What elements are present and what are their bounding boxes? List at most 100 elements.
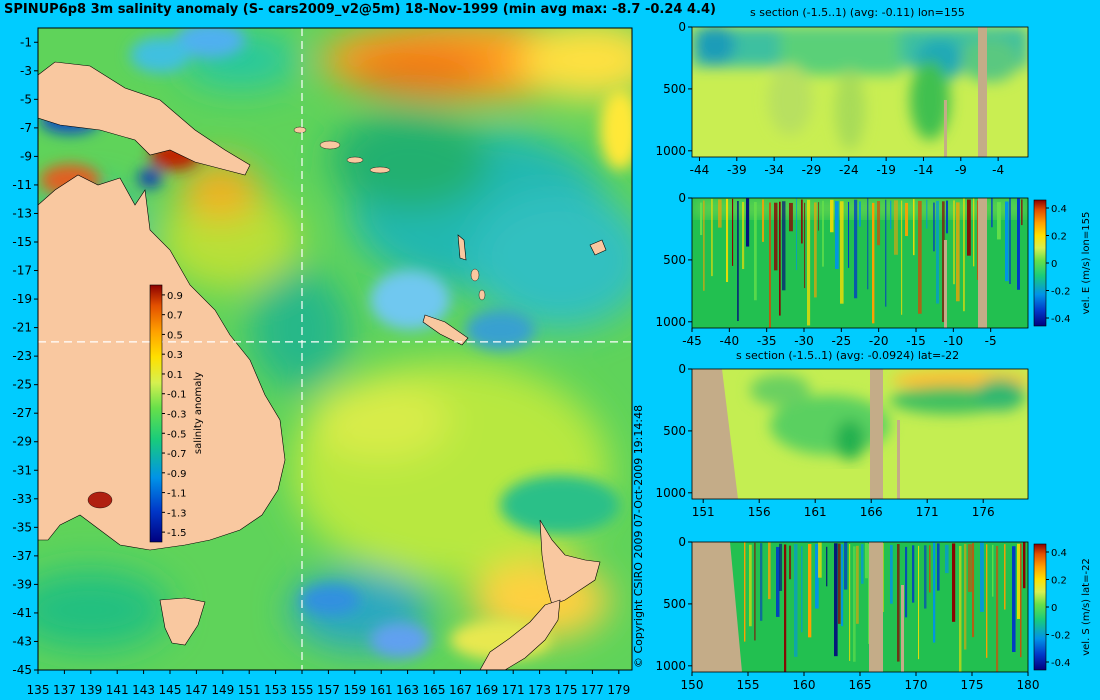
new-zealand-south-land: [479, 599, 561, 670]
section-y-tick-label: 1000: [655, 659, 686, 673]
velocity-stripe: [834, 543, 838, 657]
velocity-stripe: [937, 543, 940, 591]
velocity-stripe: [885, 199, 887, 307]
velocity-stripe: [936, 200, 939, 304]
map-x-tick-label: 147: [185, 683, 208, 697]
velocity-stripe: [1020, 543, 1022, 658]
velocity-stripe: [815, 543, 819, 609]
map-x-tick-label: 137: [53, 683, 76, 697]
velocity-stripe: [1017, 543, 1021, 619]
section-x-tick-label: -39: [727, 163, 747, 177]
velocity-stripe: [946, 200, 949, 234]
section-x-tick-label: -30: [794, 334, 814, 348]
section-x-tick-label: -15: [906, 334, 926, 348]
section-y-tick-label: 1000: [655, 486, 686, 500]
velocity-stripe: [835, 201, 839, 270]
section-x-tick-label: -14: [914, 163, 934, 177]
map-y-tick-label: -39: [12, 577, 32, 591]
velocity-stripe: [929, 545, 931, 593]
map-x-tick-label: 175: [555, 683, 578, 697]
map-colorbar-tick-label: -0.3: [167, 410, 187, 421]
velocity-stripe: [840, 201, 844, 304]
velocity-stripe: [776, 546, 780, 617]
velocity-stripe: [818, 202, 820, 231]
velocity-stripe: [779, 201, 781, 316]
map-colorbar-tick-label: -0.9: [167, 469, 187, 480]
velocity-stripe: [1009, 198, 1011, 285]
velocity-stripe: [700, 202, 703, 236]
map-x-tick-label: 167: [449, 683, 472, 697]
map-axes: 135 137 139 141 143 145 147 149 151 153 155 157 159 1…: [12, 35, 630, 697]
velocity-stripe: [963, 198, 965, 312]
section-lat22-title: s section (-1.5..1) (avg: -0.0924) lat=-…: [736, 349, 960, 362]
map-x-tick-label: 165: [423, 683, 446, 697]
map-x-tick-label: 143: [132, 683, 155, 697]
section-x-tick-label: 155: [737, 678, 760, 692]
velocity-stripe: [945, 544, 949, 574]
map-x-tick-label: 159: [343, 683, 366, 697]
velocity-stripe: [905, 546, 908, 618]
map-x-tick-label: 169: [475, 683, 498, 697]
map-colorbar-tick-label: -0.1: [167, 390, 187, 401]
velocity-stripe: [807, 199, 811, 326]
section-colorbar-tick-label: -0.2: [1051, 631, 1071, 642]
velocity-stripe: [967, 199, 971, 256]
section-y-tick-label: 0: [678, 191, 686, 205]
section-x-tick-label: -5: [985, 334, 997, 348]
velocity-stripe: [732, 198, 734, 266]
velocity-stripe: [913, 199, 915, 256]
section-vel-east-lon155: vel. E (m/s) lon=155: [691, 197, 1092, 329]
section-x-tick-label: -9: [955, 163, 967, 177]
map-colorbar-tick-label: 0.9: [167, 291, 183, 302]
section-x-tick-label: 180: [1017, 678, 1040, 692]
velocity-stripe: [718, 199, 722, 228]
section-y-tick-label: 500: [663, 597, 686, 611]
velocity-stripe: [841, 544, 844, 627]
velocity-stripe: [856, 545, 859, 624]
map-y-tick-label: -7: [20, 121, 32, 135]
section-colorbar-tick-label: -0.4: [1051, 658, 1071, 669]
vel-east-colorbar: [1033, 199, 1047, 327]
map-y-tick-label: -9: [20, 149, 32, 163]
map-x-tick-label: 135: [27, 683, 50, 697]
section-colorbar-tick-label: 0.4: [1051, 204, 1067, 215]
section-y-tick-label: 500: [663, 424, 686, 438]
section-x-tick-label: 165: [849, 678, 872, 692]
map-y-tick-label: -5: [20, 92, 32, 106]
velocity-stripe: [912, 545, 915, 603]
velocity-stripe: [830, 199, 834, 233]
copyright-note: © Copyright CSIRO 2009 07-Oct-2009 19:14…: [632, 404, 645, 668]
new-caledonia-land: [422, 314, 469, 346]
velocity-stripe: [737, 200, 739, 322]
velocity-stripe: [818, 542, 822, 578]
section-x-tick-label: -19: [876, 163, 896, 177]
velocity-stripe: [972, 543, 975, 638]
map-y-tick-label: -17: [12, 264, 32, 278]
velocity-stripe: [848, 201, 850, 268]
map-y-tick-label: -45: [12, 663, 32, 677]
velocity-stripe: [768, 542, 771, 600]
vel-south-colorbar-label: vel. S (m/s) lat=-22: [1081, 558, 1092, 656]
velocity-stripe: [782, 201, 786, 291]
velocity-stripe: [956, 202, 960, 302]
map-colorbar-tick-label: 0.3: [167, 350, 183, 361]
vanuatu-island: [457, 234, 467, 261]
velocity-stripe: [726, 198, 729, 282]
section-x-tick-label: 151: [692, 505, 715, 519]
map-colorbar-tick-label: -0.5: [167, 429, 187, 440]
map-colorbar-tick-label: 0.5: [167, 330, 183, 341]
velocity-stripe: [784, 544, 787, 672]
map-x-tick-label: 179: [607, 683, 630, 697]
map-colorbar-tick-label: -1.3: [167, 508, 187, 519]
velocity-stripe: [952, 543, 956, 622]
section-colorbar-tick-label: -0.2: [1051, 287, 1071, 298]
velocity-stripe: [997, 202, 1001, 240]
velocity-stripe: [754, 202, 757, 301]
velocity-stripe: [973, 198, 975, 267]
section-colorbar-tick-label: -0.4: [1051, 314, 1071, 325]
map-x-tick-label: 145: [159, 683, 182, 697]
section-x-tick-label: 175: [961, 678, 984, 692]
section-salinity-lat22: [691, 368, 1029, 500]
